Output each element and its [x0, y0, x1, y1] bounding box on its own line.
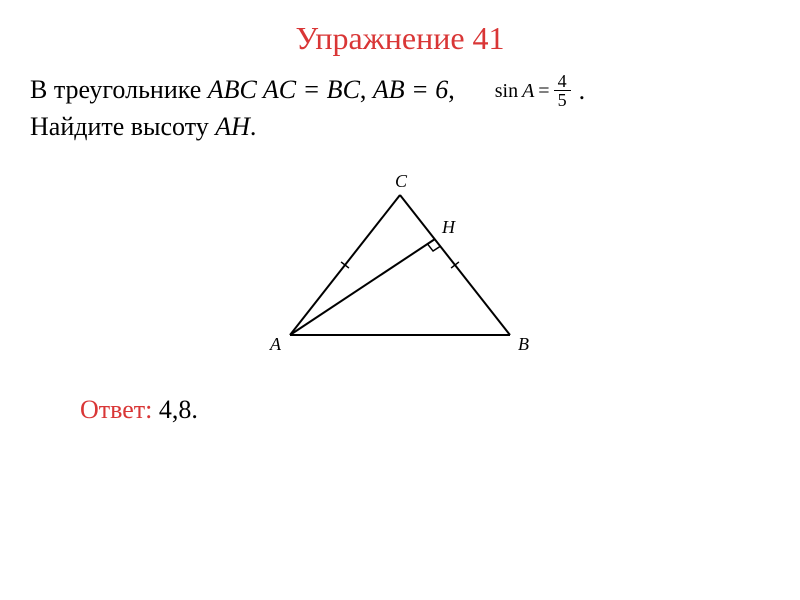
triangle-svg: A B C H: [250, 165, 550, 365]
text-abc: ABC AC = BC: [208, 75, 360, 104]
exercise-title: Упражнение 41: [0, 0, 800, 72]
problem-text-1: В треугольнике ABC AC = BC, AB = 6,: [30, 72, 455, 108]
problem-statement: В треугольнике ABC AC = BC, AB = 6, sin …: [0, 72, 800, 145]
formula: sin A = 4 5: [495, 72, 571, 109]
problem-line-2: Найдите высоту AH.: [30, 109, 770, 145]
svg-text:C: C: [395, 171, 408, 191]
answer: Ответ: 4,8.: [0, 395, 800, 425]
text-prefix: В треугольнике: [30, 75, 208, 104]
svg-text:B: B: [518, 334, 529, 354]
svg-text:A: A: [269, 334, 282, 354]
period-1: .: [579, 73, 586, 109]
sin-label: sin: [495, 77, 518, 105]
fraction-denominator: 5: [554, 91, 571, 109]
text-mid: ,: [360, 75, 373, 104]
text-line2-suffix: .: [250, 112, 257, 141]
var-a: A: [522, 77, 534, 105]
text-ab: AB = 6: [373, 75, 448, 104]
equals: =: [538, 77, 549, 105]
fraction: 4 5: [554, 72, 571, 109]
text-line2-prefix: Найдите высоту: [30, 112, 215, 141]
answer-value: 4,8.: [159, 395, 198, 424]
answer-label: Ответ:: [80, 395, 159, 424]
svg-text:H: H: [441, 217, 456, 237]
triangle-diagram: A B C H: [0, 165, 800, 365]
text-suffix1: ,: [448, 75, 455, 104]
fraction-numerator: 4: [554, 72, 571, 91]
text-ah: AH: [215, 112, 250, 141]
problem-line-1: В треугольнике ABC AC = BC, AB = 6, sin …: [30, 72, 770, 109]
